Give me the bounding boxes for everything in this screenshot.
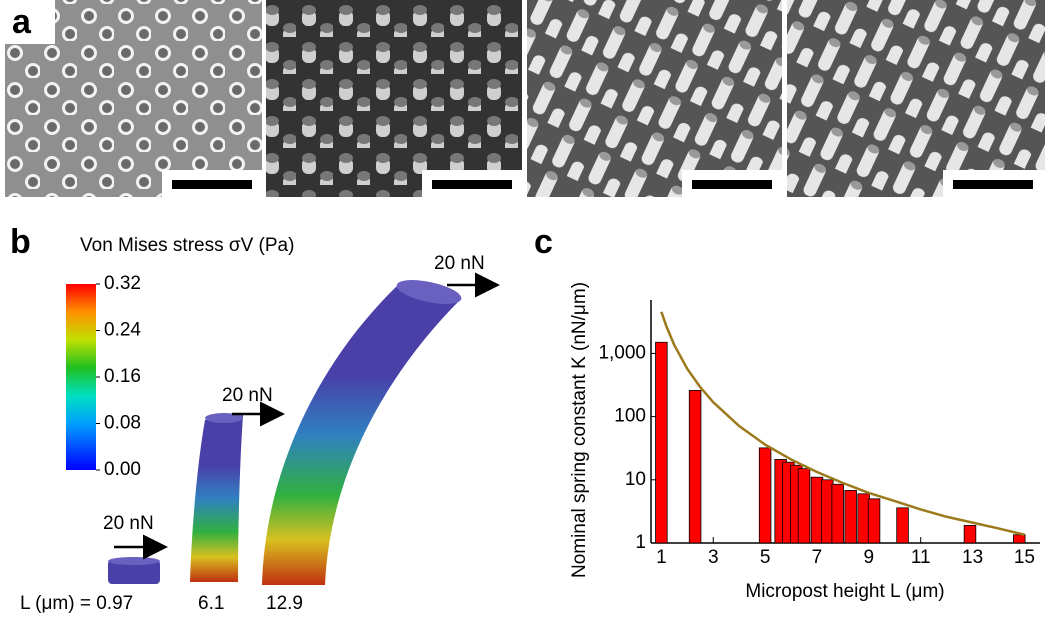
bar bbox=[963, 524, 977, 544]
bar bbox=[896, 507, 909, 544]
x-tick-label: 7 bbox=[812, 547, 823, 568]
force-label: 20 nN bbox=[434, 253, 485, 274]
post-short bbox=[108, 560, 160, 584]
colorbar-tick-label: 0.00 bbox=[104, 459, 141, 480]
bar bbox=[821, 479, 834, 544]
x-tick-label: 1 bbox=[656, 547, 667, 568]
y-tick-label: 10 bbox=[625, 469, 646, 490]
force-label: 20 nN bbox=[222, 385, 273, 406]
post-medium bbox=[190, 415, 243, 582]
colorbar-tick-label: 0.24 bbox=[104, 320, 141, 341]
x-tick-label: 15 bbox=[1014, 547, 1035, 568]
sem-image bbox=[787, 0, 1045, 197]
colorbar bbox=[66, 284, 96, 470]
chart: Micropost height L (μm) Nominal spring c… bbox=[569, 282, 1040, 602]
x-axis-title: Micropost height L (μm) bbox=[745, 581, 944, 602]
fea-posts bbox=[108, 272, 500, 585]
x-tick-label: 3 bbox=[708, 547, 719, 568]
bar bbox=[831, 483, 844, 544]
bar bbox=[797, 468, 811, 544]
bar bbox=[655, 341, 668, 544]
sem-image bbox=[266, 0, 522, 197]
colorbar-tick-label: 0.08 bbox=[104, 413, 141, 434]
scale-bar bbox=[432, 180, 512, 189]
post-top bbox=[108, 557, 160, 565]
y-tick-label: 1,000 bbox=[598, 342, 646, 363]
panel-label: c bbox=[534, 223, 553, 261]
y-tick-label: 1 bbox=[635, 532, 646, 553]
panel-label: a bbox=[12, 3, 32, 41]
bar bbox=[844, 489, 857, 544]
fit-curve bbox=[660, 311, 1025, 536]
colorbar-tick-label: 0.16 bbox=[104, 366, 141, 387]
x-tick-label: 9 bbox=[864, 547, 875, 568]
bar bbox=[810, 476, 824, 544]
x-tick-label: 5 bbox=[760, 547, 771, 568]
length-label: 6.1 bbox=[198, 593, 224, 614]
y-axis-title: Nominal spring constant K (nN/μm) bbox=[569, 282, 590, 578]
sem-images bbox=[5, 0, 1045, 197]
length-label: L (μm) = 0.97 bbox=[20, 593, 133, 614]
bar bbox=[758, 447, 772, 544]
sem-image bbox=[527, 0, 782, 197]
label-box bbox=[5, 0, 55, 44]
colorbar-title: Von Mises stress σV (Pa) bbox=[80, 235, 294, 256]
scale-bar bbox=[953, 180, 1033, 189]
panel-label: b bbox=[10, 223, 31, 261]
force-label: 20 nN bbox=[103, 513, 154, 534]
length-label: 12.9 bbox=[266, 593, 303, 614]
x-tick-label: 13 bbox=[962, 547, 983, 568]
post-top bbox=[205, 413, 243, 423]
colorbar-ticks: 0.32 0.24 0.16 0.08 0.00 bbox=[96, 273, 141, 480]
bar bbox=[857, 493, 870, 544]
colorbar-tick-label: 0.32 bbox=[104, 273, 141, 294]
bar bbox=[688, 389, 702, 544]
bar bbox=[1013, 534, 1026, 544]
post-top bbox=[396, 280, 462, 304]
bar bbox=[867, 498, 881, 544]
x-tick-label: 11 bbox=[911, 547, 931, 568]
scale-bar bbox=[172, 180, 252, 189]
scale-bar bbox=[692, 180, 772, 189]
post-long bbox=[262, 285, 460, 585]
y-tick-label: 100 bbox=[614, 406, 646, 427]
